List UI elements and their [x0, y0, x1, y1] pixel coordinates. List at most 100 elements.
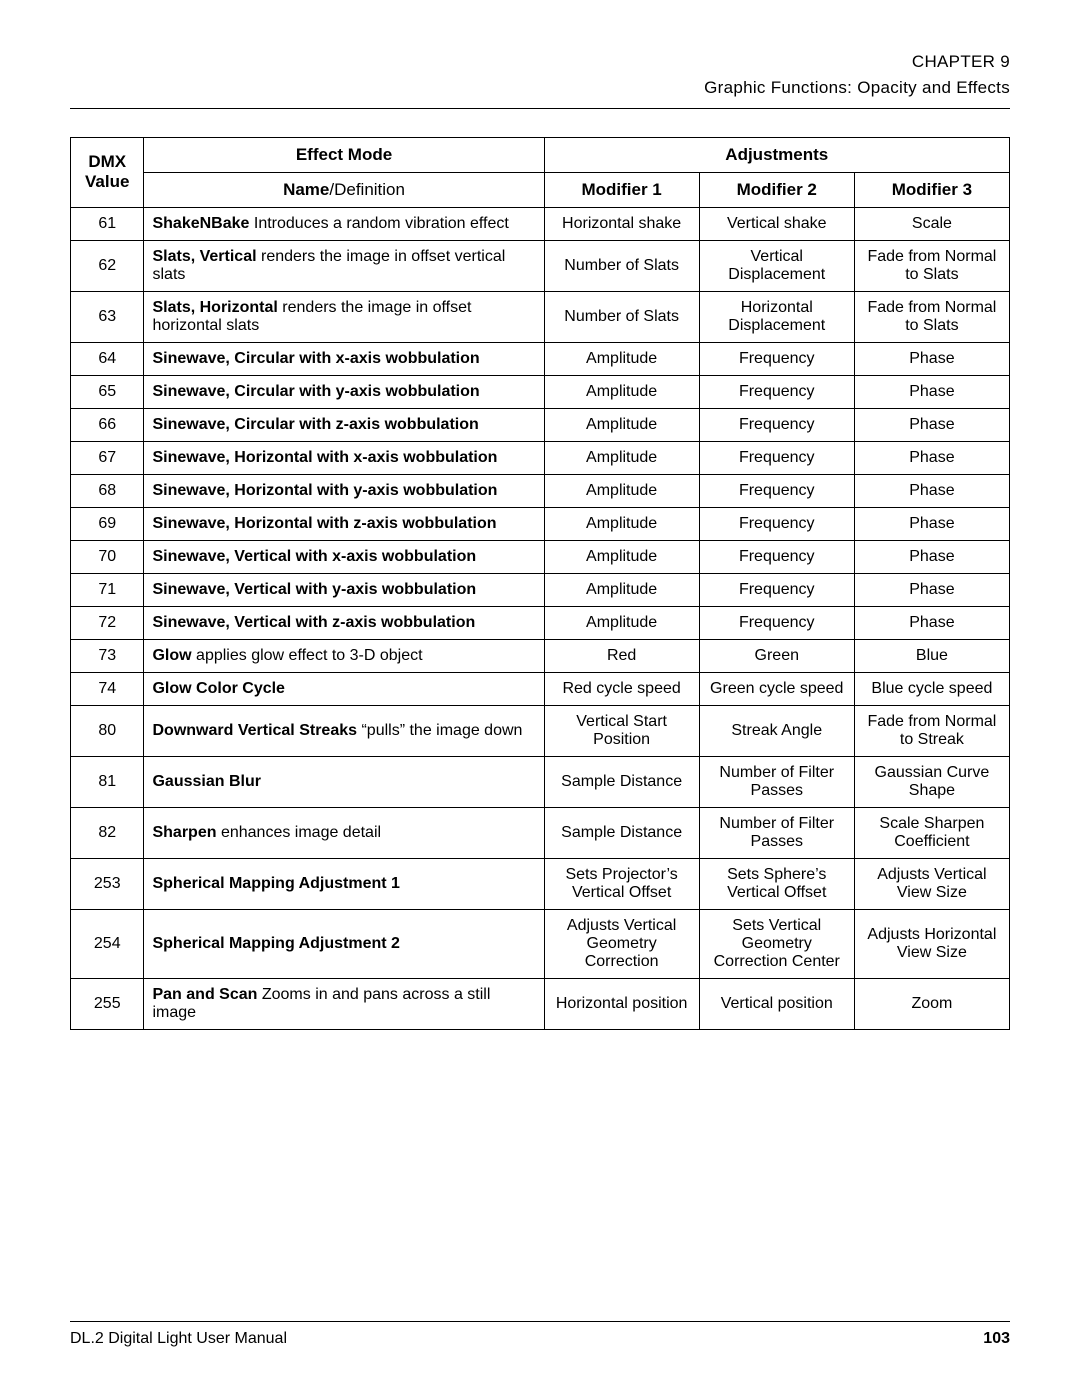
th-mod3: Modifier 3	[854, 172, 1009, 207]
cell-name: Sharpen enhances image detail	[144, 807, 544, 858]
cell-dmx: 74	[71, 672, 144, 705]
cell-name-bold: Spherical Mapping Adjustment 1	[152, 875, 399, 892]
cell-mod1: Amplitude	[544, 441, 699, 474]
cell-name-rest: applies glow effect to 3-D object	[192, 647, 423, 664]
cell-dmx: 73	[71, 639, 144, 672]
table-row: 65Sinewave, Circular with y-axis wobbula…	[71, 375, 1010, 408]
cell-name-bold: Slats, Horizontal	[152, 299, 277, 316]
cell-mod1: Number of Slats	[544, 240, 699, 291]
cell-name-rest: enhances image detail	[217, 824, 382, 841]
cell-name-bold: Sharpen	[152, 824, 216, 841]
cell-mod2: Frequency	[699, 408, 854, 441]
cell-name: Sinewave, Horizontal with x-axis wobbula…	[144, 441, 544, 474]
cell-mod3: Fade from Normal to Slats	[854, 240, 1009, 291]
cell-mod3: Phase	[854, 573, 1009, 606]
cell-name-bold: Sinewave, Circular with z-axis wobbulati…	[152, 416, 478, 433]
cell-dmx: 63	[71, 291, 144, 342]
th-name-definition: Name/Definition	[144, 172, 544, 207]
table-row: 255Pan and Scan Zooms in and pans across…	[71, 978, 1010, 1029]
table-row: 254Spherical Mapping Adjustment 2Adjusts…	[71, 909, 1010, 978]
cell-mod3: Phase	[854, 606, 1009, 639]
cell-mod3: Phase	[854, 342, 1009, 375]
th-dmx: DMX Value	[71, 137, 144, 207]
cell-mod2: Frequency	[699, 441, 854, 474]
cell-name-bold: Downward Vertical Streaks	[152, 722, 357, 739]
th-mod1: Modifier 1	[544, 172, 699, 207]
cell-name-bold: Spherical Mapping Adjustment 2	[152, 935, 399, 952]
table-row: 64Sinewave, Circular with x-axis wobbula…	[71, 342, 1010, 375]
page-header: CHAPTER 9 Graphic Functions: Opacity and…	[70, 50, 1010, 100]
table-row: 70Sinewave, Vertical with x-axis wobbula…	[71, 540, 1010, 573]
cell-mod2: Green	[699, 639, 854, 672]
cell-name: Sinewave, Circular with x-axis wobbulati…	[144, 342, 544, 375]
table-head: DMX Value Effect Mode Adjustments Name/D…	[71, 137, 1010, 207]
cell-mod2: Number of Filter Passes	[699, 756, 854, 807]
cell-dmx: 255	[71, 978, 144, 1029]
table-row: 62Slats, Vertical renders the image in o…	[71, 240, 1010, 291]
table-row: 67 Sinewave, Horizontal with x-axis wobbu…	[71, 441, 1010, 474]
th-name-bold: Name	[283, 180, 329, 199]
cell-dmx: 254	[71, 909, 144, 978]
cell-name-bold: Sinewave, Horizontal with y-axis wobbula…	[152, 482, 497, 499]
cell-name-bold: Sinewave, Vertical with x-axis wobbulati…	[152, 548, 476, 565]
header-chapter: CHAPTER 9	[70, 50, 1010, 74]
cell-mod1: Amplitude	[544, 606, 699, 639]
cell-mod2: Frequency	[699, 573, 854, 606]
cell-mod1: Amplitude	[544, 375, 699, 408]
cell-mod2: Horizontal Displacement	[699, 291, 854, 342]
table-row: 73 Glow applies glow effect to 3-D object…	[71, 639, 1010, 672]
cell-dmx: 69	[71, 507, 144, 540]
cell-mod1: Sample Distance	[544, 756, 699, 807]
table-row: 68 Sinewave, Horizontal with y-axis wobbu…	[71, 474, 1010, 507]
cell-name: Spherical Mapping Adjustment 1	[144, 858, 544, 909]
table-row: 71Sinewave, Vertical with y-axis wobbula…	[71, 573, 1010, 606]
cell-mod1: Sets Projector’s Vertical Offset	[544, 858, 699, 909]
cell-name: Sinewave, Vertical with y-axis wobbulati…	[144, 573, 544, 606]
table-row: 81 Gaussian Blur Sample DistanceNumber of …	[71, 756, 1010, 807]
th-mod2: Modifier 2	[699, 172, 854, 207]
cell-mod3: Scale Sharpen Coefficient	[854, 807, 1009, 858]
cell-name-bold: Sinewave, Horizontal with z-axis wobbula…	[152, 515, 496, 532]
cell-dmx: 67	[71, 441, 144, 474]
table-row: 63Slats, Horizontal renders the image in…	[71, 291, 1010, 342]
cell-name-bold: Glow	[152, 647, 191, 664]
table-row: 61ShakeNBake Introduces a random vibrati…	[71, 207, 1010, 240]
cell-dmx: 68	[71, 474, 144, 507]
cell-name: Spherical Mapping Adjustment 2	[144, 909, 544, 978]
cell-dmx: 80	[71, 705, 144, 756]
cell-name: Sinewave, Horizontal with y-axis wobbula…	[144, 474, 544, 507]
page: { "header": { "line1": "CHAPTER 9", "lin…	[0, 0, 1080, 1388]
table-row: 253 Spherical Mapping Adjustment 1 Sets Pr…	[71, 858, 1010, 909]
cell-mod2: Frequency	[699, 474, 854, 507]
cell-name-bold: ShakeNBake	[152, 215, 249, 232]
th-name-rest: /Definition	[329, 180, 405, 199]
table-row: 72Sinewave, Vertical with z-axis wobbula…	[71, 606, 1010, 639]
table-body: 61ShakeNBake Introduces a random vibrati…	[71, 207, 1010, 1029]
cell-mod1: Amplitude	[544, 573, 699, 606]
cell-mod3: Blue	[854, 639, 1009, 672]
table-row: 66Sinewave, Circular with z-axis wobbula…	[71, 408, 1010, 441]
cell-name: Sinewave, Circular with z-axis wobbulati…	[144, 408, 544, 441]
cell-mod2: Frequency	[699, 606, 854, 639]
cell-dmx: 253	[71, 858, 144, 909]
effects-table-wrap: DMX Value Effect Mode Adjustments Name/D…	[70, 137, 1010, 1030]
cell-mod1: Amplitude	[544, 540, 699, 573]
cell-name-bold: Slats, Vertical	[152, 248, 256, 265]
cell-dmx: 72	[71, 606, 144, 639]
cell-name-bold: Gaussian Blur	[152, 773, 260, 790]
cell-name-bold: Glow Color Cycle	[152, 680, 284, 697]
cell-mod3: Phase	[854, 474, 1009, 507]
table-row: 69 Sinewave, Horizontal with z-axis wobbu…	[71, 507, 1010, 540]
cell-mod3: Phase	[854, 507, 1009, 540]
cell-mod2: Number of Filter Passes	[699, 807, 854, 858]
cell-name: Sinewave, Vertical with z-axis wobbulati…	[144, 606, 544, 639]
header-rule	[70, 108, 1010, 109]
cell-name: Pan and Scan Zooms in and pans across a …	[144, 978, 544, 1029]
cell-mod2: Vertical shake	[699, 207, 854, 240]
cell-dmx: 65	[71, 375, 144, 408]
footer-row: DL.2 Digital Light User Manual 103	[70, 1330, 1010, 1348]
cell-name-bold: Sinewave, Horizontal with x-axis wobbula…	[152, 449, 497, 466]
cell-mod3: Zoom	[854, 978, 1009, 1029]
cell-name: Sinewave, Vertical with x-axis wobbulati…	[144, 540, 544, 573]
cell-dmx: 81	[71, 756, 144, 807]
